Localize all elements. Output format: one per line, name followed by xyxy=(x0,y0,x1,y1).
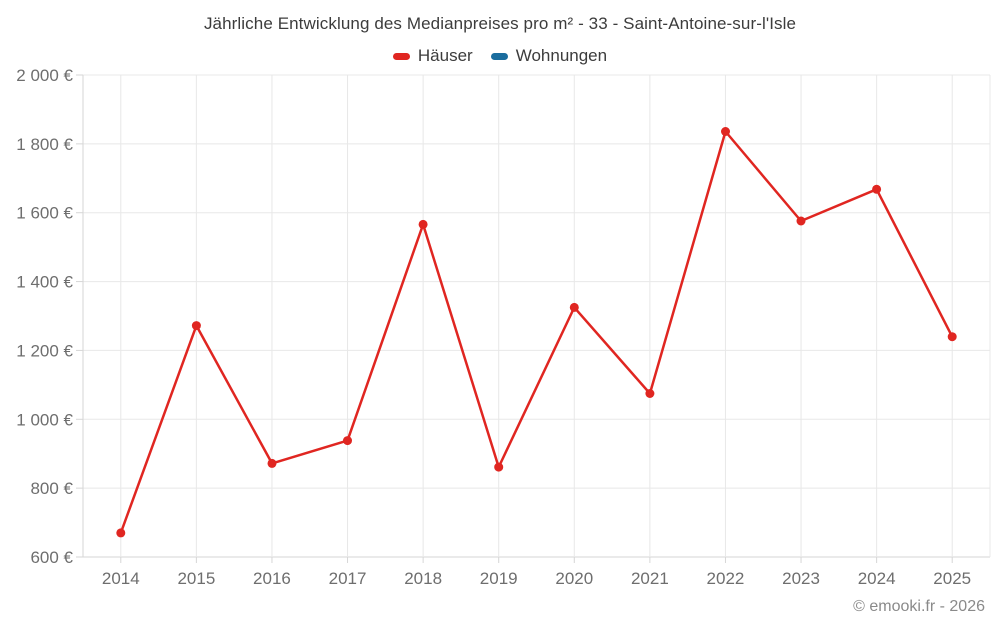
data-point-häuser-2017[interactable] xyxy=(343,436,352,446)
y-tick-label: 1 600 € xyxy=(16,204,73,223)
data-point-häuser-2018[interactable] xyxy=(418,219,428,229)
y-tick-label: 1 000 € xyxy=(16,410,73,429)
copyright-watermark: © emooki.fr - 2026 xyxy=(853,598,985,615)
x-tick-label: 2022 xyxy=(707,569,745,588)
data-point-häuser-2014[interactable] xyxy=(116,528,126,538)
y-tick-label: 2 000 € xyxy=(16,66,73,85)
data-point-häuser-2022[interactable] xyxy=(721,127,730,136)
data-point-häuser-2016[interactable] xyxy=(267,458,277,468)
x-tick-label: 2016 xyxy=(253,569,291,588)
y-tick-label: 800 € xyxy=(30,479,73,498)
x-tick-label: 2014 xyxy=(102,569,140,588)
series-line-häuser xyxy=(119,130,954,535)
legend: Häuser Wohnungen xyxy=(0,46,1000,66)
data-point-häuser-2025[interactable] xyxy=(947,332,957,342)
x-tick-label: 2015 xyxy=(177,569,215,588)
legend-swatch-hauser xyxy=(392,52,410,60)
x-tick-label: 2020 xyxy=(555,569,593,588)
y-tick-label: 1 800 € xyxy=(16,135,73,154)
legend-item-wohnungen[interactable]: Wohnungen xyxy=(490,46,608,66)
data-point-häuser-2020[interactable] xyxy=(569,302,579,312)
legend-swatch-wohnungen xyxy=(490,52,508,60)
x-tick-label: 2018 xyxy=(404,569,442,588)
data-point-häuser-2023[interactable] xyxy=(796,216,806,226)
x-tick-label: 2023 xyxy=(782,569,820,588)
y-tick-label: 1 200 € xyxy=(16,341,73,360)
legend-label-wohnungen: Wohnungen xyxy=(515,46,608,65)
y-tick-label: 1 400 € xyxy=(16,273,73,292)
chart-title: Jährliche Entwicklung des Medianpreises … xyxy=(203,14,797,33)
legend-label-hauser: Häuser xyxy=(417,46,473,65)
legend-item-hauser[interactable]: Häuser xyxy=(392,46,473,66)
data-point-häuser-2015[interactable] xyxy=(191,321,201,331)
x-tick-label: 2025 xyxy=(933,569,971,588)
x-tick-label: 2019 xyxy=(480,569,518,588)
x-tick-label: 2021 xyxy=(631,569,669,588)
y-tick-label: 600 € xyxy=(30,548,73,567)
data-point-häuser-2021[interactable] xyxy=(645,389,655,398)
x-tick-label: 2024 xyxy=(858,569,896,588)
data-point-häuser-2024[interactable] xyxy=(872,184,882,194)
data-point-häuser-2019[interactable] xyxy=(494,462,504,472)
x-tick-label: 2017 xyxy=(329,569,367,588)
